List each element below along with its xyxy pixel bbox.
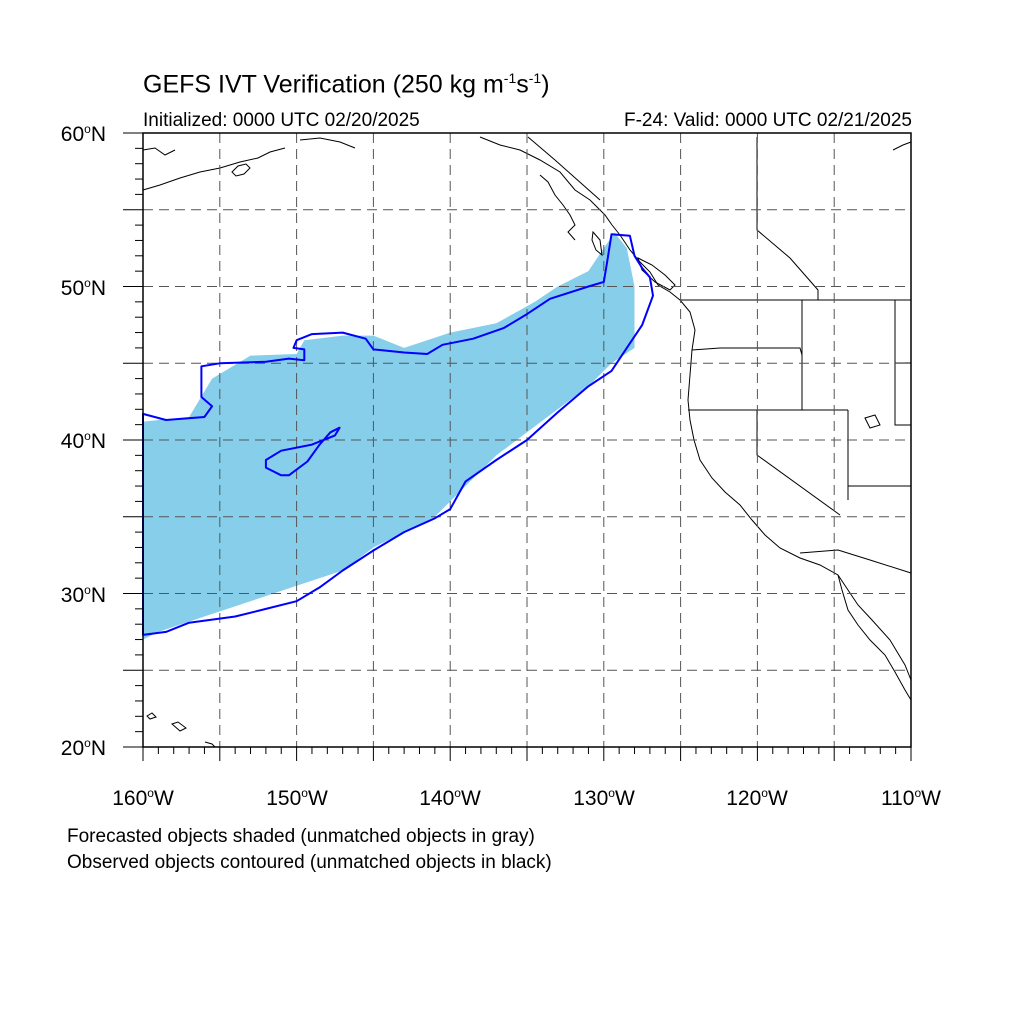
us-mexico-border (799, 549, 912, 574)
chart-title: GEFS IVT Verification (250 kg m-1s-1) (143, 70, 550, 99)
lat-label-50: 50oN (60, 276, 106, 300)
plot-frame (142, 132, 912, 748)
west-coast-north-america (611, 224, 912, 681)
observed-ivt-object-contour (142, 233, 654, 636)
hawaiian-islands (146, 712, 216, 748)
legend-forecast-text: Forecasted objects shaded (unmatched obj… (67, 826, 535, 847)
legend-observed-text: Observed objects contoured (unmatched ob… (67, 852, 552, 873)
observed-ivt-hole-contour (264, 426, 341, 477)
lon-label-110w: 110oW (881, 786, 941, 810)
baja-california (837, 574, 912, 701)
lon-label-160w: 160oW (112, 786, 174, 810)
observed-objects-layer (142, 233, 654, 636)
forecast-objects-layer (143, 232, 635, 640)
lat-label-30: 30oN (60, 583, 106, 607)
lon-label-120w: 120oW (726, 786, 788, 810)
wyoming-border (894, 363, 911, 426)
canada-alaska-border (527, 136, 601, 201)
forecast-ivt-object (143, 232, 635, 640)
alaska-west-coast (142, 147, 176, 156)
haida-gwaii (591, 230, 603, 257)
lat-label-20: 20oN (60, 736, 106, 760)
kodiak-island (231, 163, 251, 177)
alaska-islands-shelf (299, 137, 356, 149)
lon-label-150w: 150oW (266, 786, 328, 810)
initialized-time: Initialized: 0000 UTC 02/20/2025 (143, 110, 420, 131)
lon-label-130w: 130oW (573, 786, 635, 810)
axis-ticks-layer (123, 132, 912, 761)
lon-label-140w: 140oW (419, 786, 481, 810)
lat-label-40: 40oN (60, 429, 106, 453)
graticule-layer (143, 133, 911, 747)
northeast-canada-coast (892, 141, 912, 151)
lat-label-60: 60oN (60, 122, 106, 146)
valid-time: F-24: Valid: 0000 UTC 02/21/2025 (624, 110, 912, 131)
great-salt-lake (864, 414, 881, 429)
washington-oregon-border (691, 347, 803, 356)
